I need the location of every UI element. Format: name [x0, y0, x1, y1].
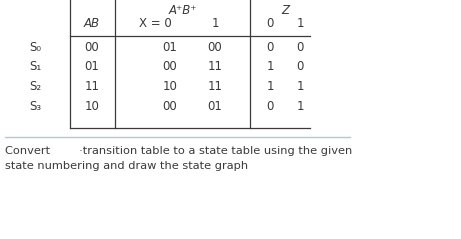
Text: Convert        ·transition table to a state table using the given: Convert ·transition table to a state tab…: [5, 146, 352, 156]
Text: A⁺B⁺: A⁺B⁺: [168, 4, 197, 16]
Text: S₁: S₁: [29, 60, 41, 74]
Text: 0: 0: [266, 101, 274, 114]
Text: 00: 00: [163, 60, 177, 74]
Text: 00: 00: [163, 101, 177, 114]
Text: 0: 0: [266, 40, 274, 54]
Text: 01: 01: [84, 60, 100, 74]
Text: 0: 0: [266, 16, 274, 29]
Text: 1: 1: [211, 16, 219, 29]
Text: 00: 00: [85, 40, 100, 54]
Text: X = 0: X = 0: [139, 16, 171, 29]
Text: S₂: S₂: [29, 81, 41, 93]
Text: 11: 11: [84, 81, 100, 93]
Text: 1: 1: [296, 81, 304, 93]
Text: 10: 10: [84, 101, 100, 114]
Text: 11: 11: [207, 60, 223, 74]
Text: Z: Z: [281, 4, 289, 16]
Text: 01: 01: [207, 101, 223, 114]
Text: 00: 00: [207, 40, 222, 54]
Text: 11: 11: [207, 81, 223, 93]
Text: state numbering and draw the state graph: state numbering and draw the state graph: [5, 161, 248, 171]
Text: 0: 0: [296, 40, 304, 54]
Text: 01: 01: [163, 40, 177, 54]
Text: 10: 10: [163, 81, 177, 93]
Text: S₀: S₀: [29, 40, 41, 54]
Text: 0: 0: [296, 60, 304, 74]
Text: 1: 1: [296, 16, 304, 29]
Text: S₃: S₃: [29, 101, 41, 114]
Text: 1: 1: [266, 81, 274, 93]
Text: 1: 1: [266, 60, 274, 74]
Text: 1: 1: [296, 101, 304, 114]
Text: AB: AB: [84, 16, 100, 29]
